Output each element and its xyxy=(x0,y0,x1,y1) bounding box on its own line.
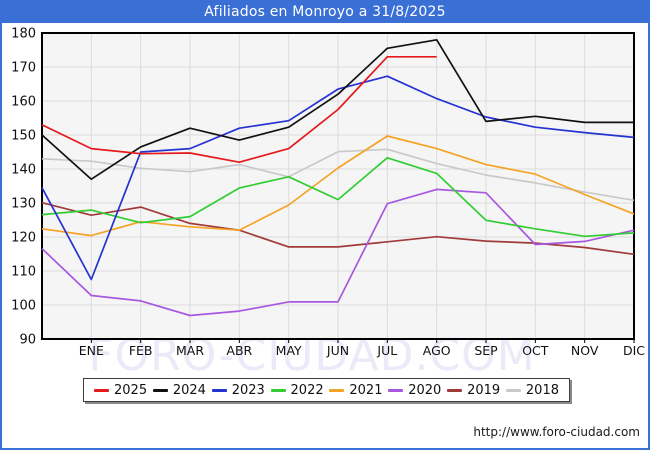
series-line-2020 xyxy=(41,188,635,317)
y-tick-label-160: 160 xyxy=(11,95,36,110)
series-line-2019 xyxy=(41,201,635,256)
legend-item-2021: 2021 xyxy=(329,383,382,398)
legend-label-2024: 2024 xyxy=(172,382,206,398)
x-tick-label-ABR: ABR xyxy=(226,343,252,358)
legend-label-2023: 2023 xyxy=(231,382,265,398)
legend-item-2023: 2023 xyxy=(211,382,265,398)
y-tick-label-180: 180 xyxy=(11,27,36,42)
y-tick-label-170: 170 xyxy=(11,61,36,76)
legend-label-2019: 2019 xyxy=(467,382,501,398)
series-line-2023 xyxy=(41,75,635,281)
x-tick-label-JUN: JUN xyxy=(326,343,349,358)
legend-item-2025: 2025 xyxy=(94,383,147,398)
x-tick-label-SEP: SEP xyxy=(474,343,498,358)
series-line-2021 xyxy=(41,135,635,237)
x-tick-label-AGO: AGO xyxy=(423,343,451,358)
legend-color-dash-2024 xyxy=(152,388,168,392)
watermark: FORO-CIUDAD.COM xyxy=(88,330,536,381)
legend-color-dash-2022 xyxy=(270,388,286,392)
x-tick-label-NOV: NOV xyxy=(571,343,599,358)
y-tick-label-140: 140 xyxy=(11,163,36,178)
series-line-2018 xyxy=(41,148,635,202)
x-tick-label-ENE: ENE xyxy=(79,343,104,358)
x-tick-label-MAY: MAY xyxy=(276,343,302,358)
legend-color-dash-2023 xyxy=(211,388,227,392)
x-tick-label-OCT: OCT xyxy=(522,343,549,358)
y-tick-label-100: 100 xyxy=(11,299,36,314)
legend-label-2020: 2020 xyxy=(408,382,442,398)
x-tick-label-JUL: JUL xyxy=(376,343,397,358)
chart-legend: 2025 2024 2023 2022 2021 2020 2019 2018 xyxy=(83,378,570,402)
series-line-2024 xyxy=(41,38,634,181)
x-tick-label-FEB: FEB xyxy=(129,343,153,358)
y-tick-label-110: 110 xyxy=(11,265,36,280)
legend-item-2019: 2019 xyxy=(447,383,500,398)
y-tick-label-130: 130 xyxy=(11,197,36,212)
y-tick-label-150: 150 xyxy=(11,129,36,144)
chart-title: Afiliados en Monroyo a 31/8/2025 xyxy=(204,4,446,20)
footer-url: http://www.foro-ciudad.com xyxy=(473,425,640,439)
x-tick-label-DIC: DIC xyxy=(623,343,645,358)
y-tick-label-90: 90 xyxy=(19,333,36,348)
legend-color-dash-2025 xyxy=(94,388,109,392)
series-line-2025 xyxy=(41,55,437,164)
x-tick-label-MAR: MAR xyxy=(176,343,204,358)
y-tick-label-120: 120 xyxy=(11,231,36,246)
legend-label-2025: 2025 xyxy=(114,382,148,398)
legend-color-dash-2019 xyxy=(447,388,463,392)
chart-title-bar: Afiliados en Monroyo a 31/8/2025 xyxy=(2,2,648,23)
legend-item-2020: 2020 xyxy=(388,383,441,398)
legend-color-dash-2021 xyxy=(329,388,345,392)
legend-color-dash-2020 xyxy=(388,388,404,392)
legend-item-2018: 2018 xyxy=(505,382,559,398)
legend-label-2018: 2018 xyxy=(525,382,559,398)
legend-item-2024: 2024 xyxy=(152,382,206,398)
legend-label-2021: 2021 xyxy=(349,382,383,398)
legend-color-dash-2018 xyxy=(505,388,521,392)
legend-item-2022: 2022 xyxy=(270,382,324,398)
legend-label-2022: 2022 xyxy=(290,382,324,398)
series-line-2022 xyxy=(41,156,635,238)
